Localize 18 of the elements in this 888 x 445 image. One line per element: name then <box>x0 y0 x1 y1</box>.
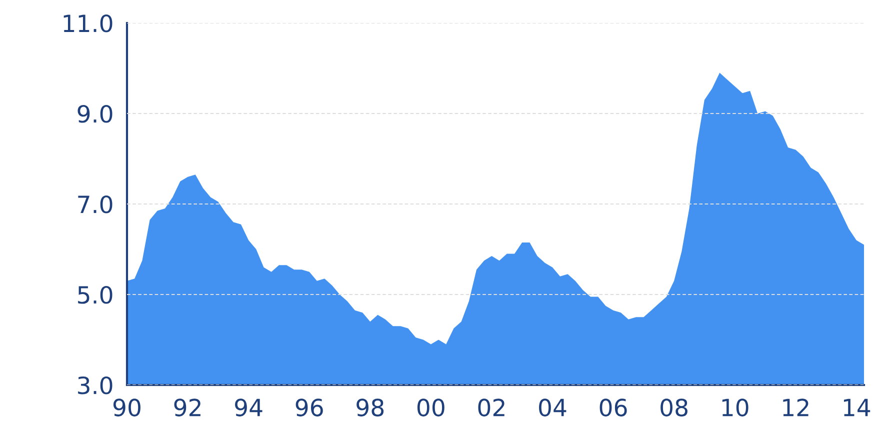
x-tick-label: 06 <box>600 398 627 416</box>
x-tick-label: 98 <box>356 398 384 416</box>
x-tick-label: 00 <box>417 398 444 416</box>
y-tick-label: 7.0 <box>78 195 112 214</box>
x-tick-label: 12 <box>783 398 808 416</box>
x-tick-label: 04 <box>539 398 566 416</box>
x-tick-label: 94 <box>235 398 262 416</box>
x-tick-label: 10 <box>722 398 748 416</box>
x-tick-label: 08 <box>660 398 688 416</box>
x-tick-label: 96 <box>296 398 323 416</box>
x-tick-label: 14 <box>844 398 870 416</box>
y-tick-label: 11.0 <box>64 14 112 32</box>
x-tick-label: 90 <box>113 398 140 416</box>
x-tick-label: 92 <box>174 398 200 416</box>
y-tick-label: 9.0 <box>78 104 112 123</box>
x-tick-label: 02 <box>478 398 504 416</box>
y-tick-label: 3.0 <box>78 376 112 394</box>
y-tick-label: 5.0 <box>78 286 112 304</box>
